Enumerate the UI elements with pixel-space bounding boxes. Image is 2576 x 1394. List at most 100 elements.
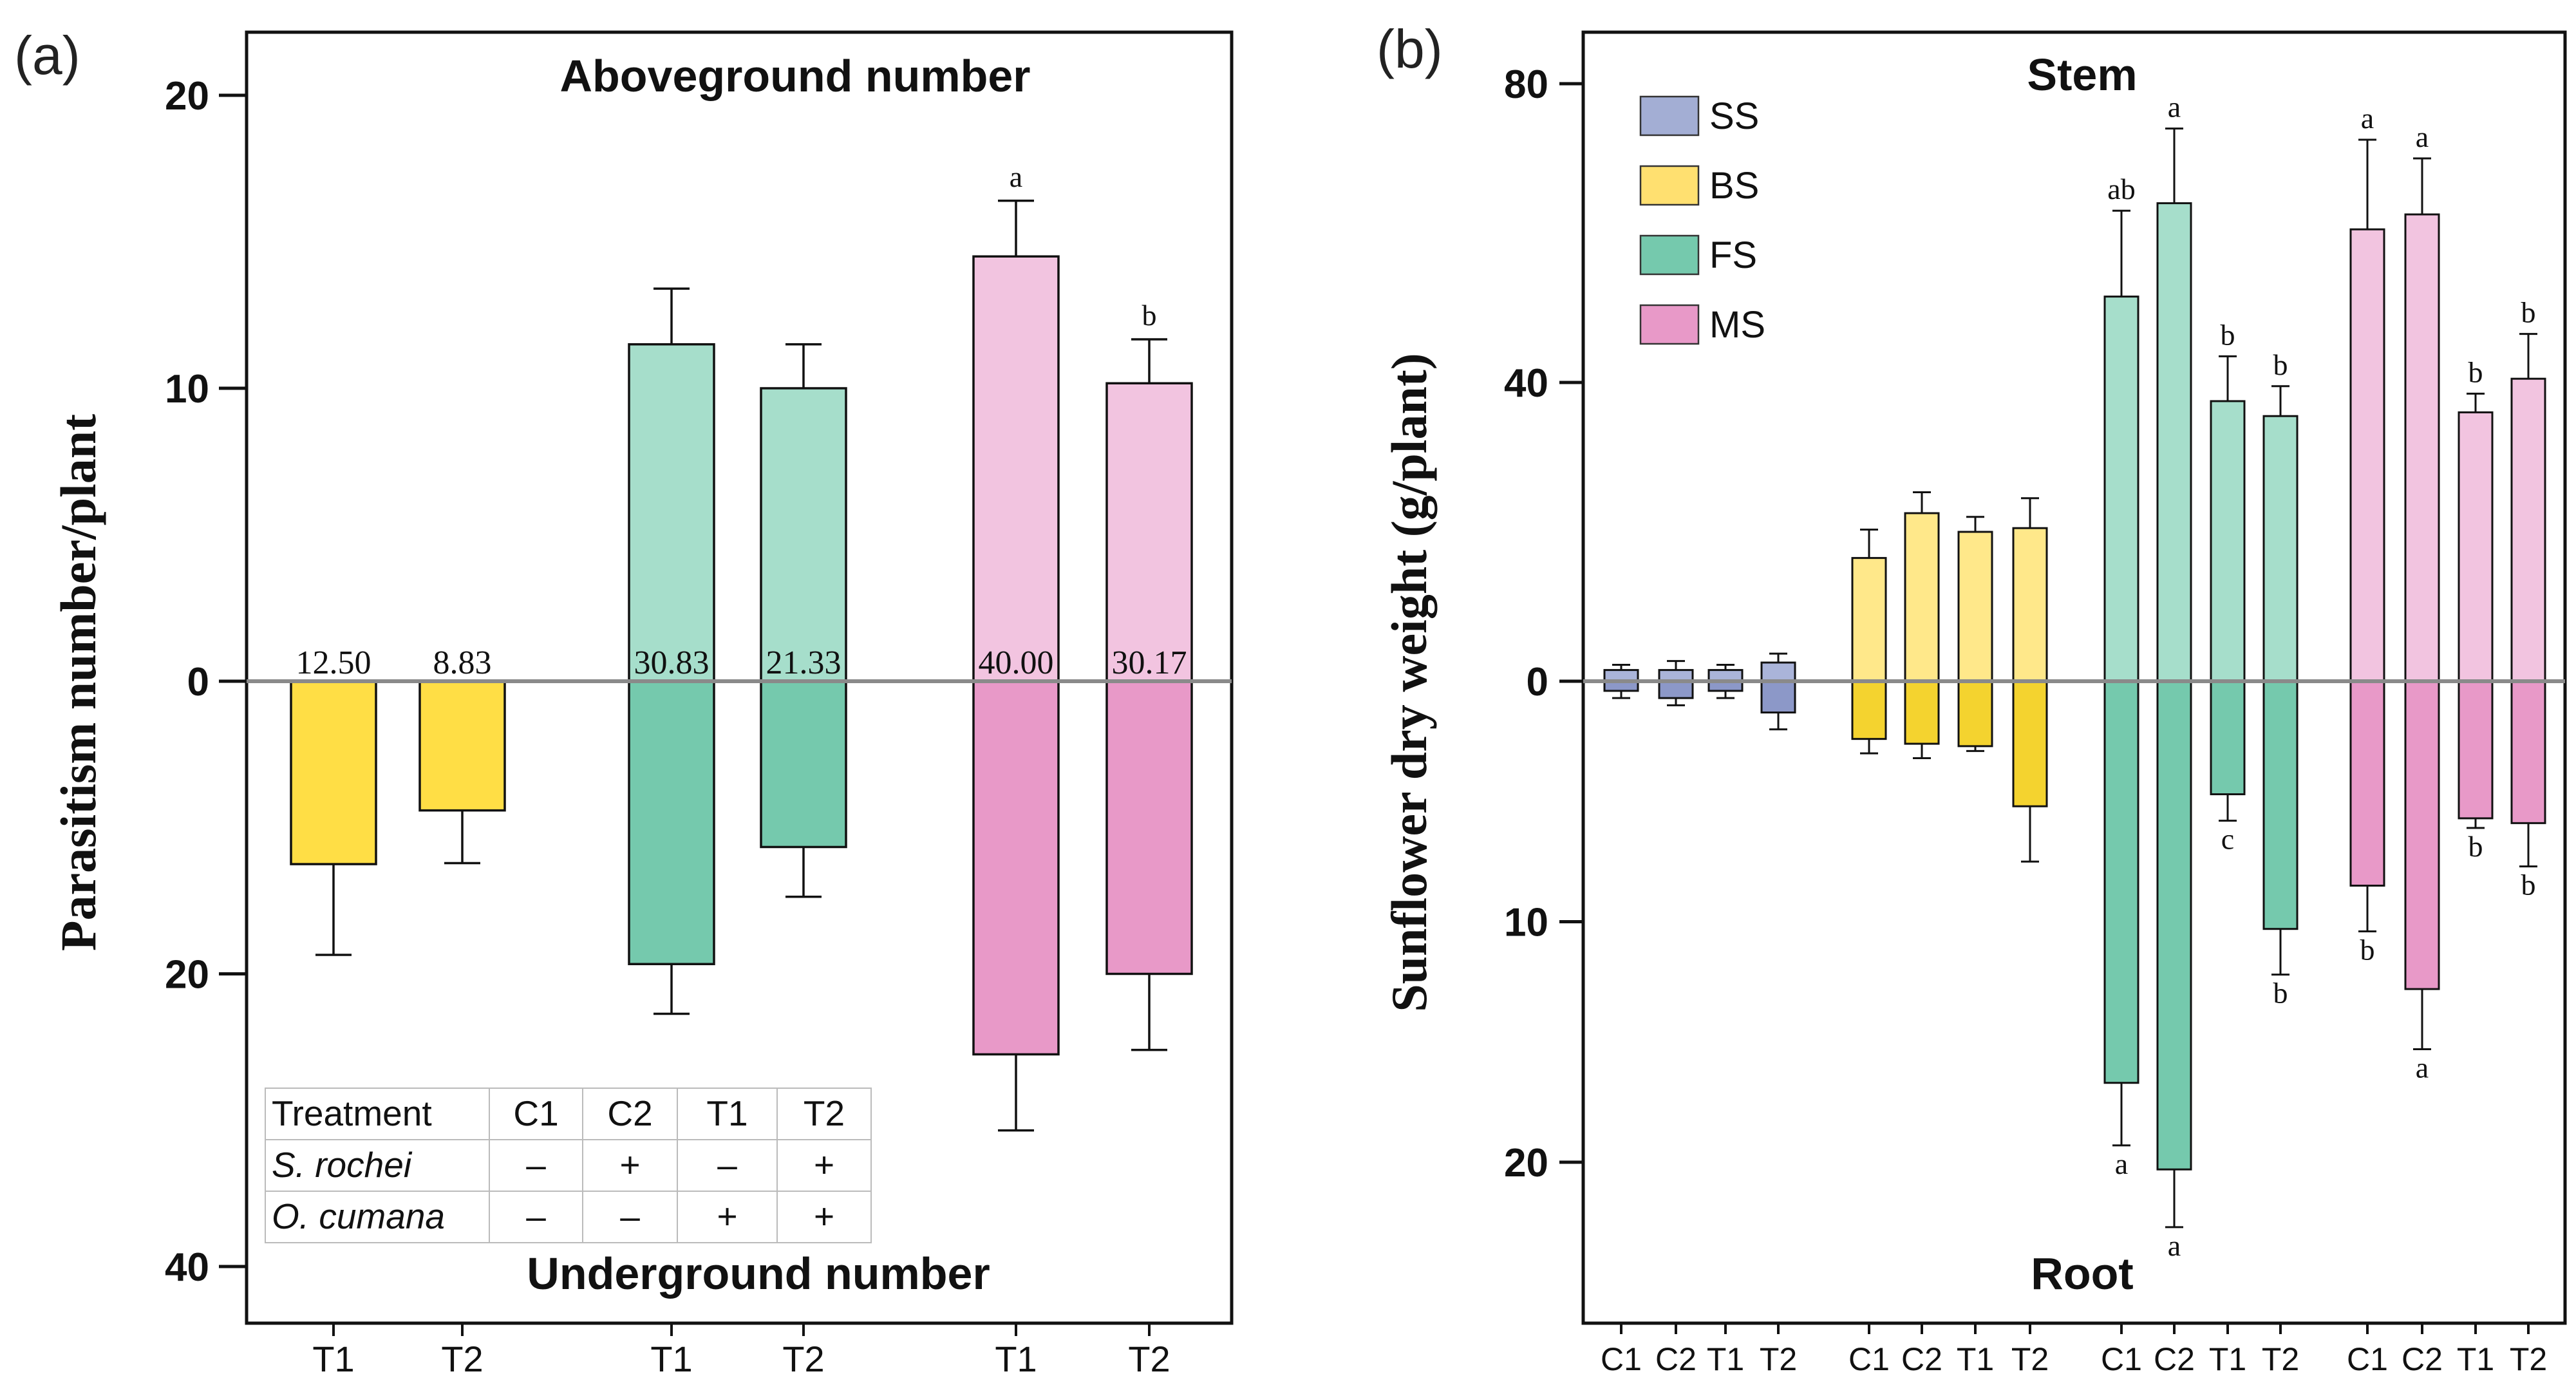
panel-b: (b) Stem Root Sunflower dry weight (g/pl… (1377, 19, 2567, 1377)
significance-letter-stem: b (2521, 296, 2536, 329)
bar-stem (2012, 527, 2048, 683)
panel-a-ytick-label: 20 (165, 953, 209, 997)
panel-b-y-axis: 80 40 0 10 20 (1504, 62, 1583, 1185)
significance-letter-stem: a (2416, 120, 2429, 153)
significance-letter: a (1010, 160, 1022, 193)
significance-letter-root: a (2115, 1147, 2128, 1180)
significance-letter-root: b (2468, 830, 2483, 863)
panel-a-label: (a) (14, 25, 80, 86)
table-cell: – (526, 1196, 546, 1236)
x-category-label: C1 (2101, 1341, 2142, 1377)
significance-letter-root: b (2360, 933, 2375, 966)
panel-a-bars: ab (290, 160, 1193, 1132)
significance-letter-root: b (2273, 977, 2288, 1010)
bar-root (1760, 680, 1796, 714)
legend-swatch (1639, 165, 1700, 206)
legend-swatch (1639, 95, 1700, 137)
x-category-label: T1 (1707, 1341, 1744, 1377)
total-label: 21.33 (766, 645, 841, 681)
table-header-cell: C2 (607, 1093, 652, 1133)
bar-stem (1957, 531, 1993, 683)
table-cell: + (814, 1145, 834, 1185)
panel-b-legend: SS BS FS MS (1639, 95, 1765, 346)
bar-root (2458, 680, 2494, 820)
table-header-cell: Treatment (272, 1093, 432, 1133)
significance-letter-stem: b (2273, 348, 2288, 381)
panel-a-title-top: Aboveground number (559, 51, 1030, 101)
bar-root (2349, 680, 2385, 887)
bar-stem (2458, 411, 2494, 683)
table-cell: – (526, 1145, 546, 1185)
panel-b-ytick-label: 20 (1504, 1141, 1548, 1185)
table-cell: – (620, 1196, 640, 1236)
panel-a-ylabel: Parasitism number/plant (50, 414, 106, 951)
bar-root (2012, 680, 2048, 807)
bar-root (1851, 680, 1887, 740)
bar-stem (1760, 661, 1796, 683)
table-cell: S. rochei (272, 1145, 413, 1185)
x-category-label: C2 (1655, 1341, 1697, 1377)
total-label: 12.50 (296, 645, 371, 681)
x-category-label: T1 (1957, 1341, 1994, 1377)
significance-letter-stem: a (2361, 102, 2374, 135)
x-category-label: T2 (1760, 1341, 1797, 1377)
significance-letter-stem: ab (2107, 173, 2135, 205)
bar-stem (2349, 228, 2385, 683)
table-cell: + (619, 1145, 640, 1185)
bar-stem (2156, 202, 2192, 683)
total-label: 40.00 (979, 645, 1054, 681)
panel-b-label: (b) (1377, 19, 1443, 79)
panel-b-ytick-label: 0 (1527, 660, 1548, 704)
panel-b-title-top: Stem (2027, 50, 2137, 100)
table-frame (265, 1088, 872, 1243)
x-category-label: T1 (312, 1339, 354, 1379)
x-category-label: T2 (782, 1339, 824, 1379)
panel-a-frame (245, 30, 1234, 1325)
bar-above (760, 387, 847, 683)
table-cell: O. cumana (272, 1196, 445, 1236)
table-cell: + (717, 1196, 737, 1236)
panel-a-data-labels: 12.50 8.83 30.83 21.33 40.00 30.17 (296, 645, 1187, 681)
x-category-label: C1 (1848, 1341, 1890, 1377)
significance-letter-root: c (2221, 823, 2234, 856)
x-category-label: T1 (650, 1339, 692, 1379)
legend-label: MS (1709, 304, 1765, 346)
panel-b-title-bottom: Root (2031, 1248, 2133, 1299)
treatment-table: Treatment C1 C2 T1 T2 S. rochei – + – + O. cumana –… (265, 1088, 872, 1243)
bar-root (2210, 680, 2246, 796)
panel-b-ytick-label: 40 (1504, 361, 1548, 406)
x-category-label: C2 (1901, 1341, 1942, 1377)
x-category-label: T2 (2011, 1341, 2049, 1377)
table-cell: + (814, 1196, 834, 1236)
bar-below (290, 680, 377, 865)
bar-root (2262, 680, 2299, 930)
bar-above (1105, 382, 1193, 683)
panel-a-title-bottom: Underground number (527, 1248, 990, 1299)
bar-stem (2103, 296, 2139, 683)
significance-letter-stem: a (2168, 91, 2181, 124)
x-category-label: T1 (995, 1339, 1037, 1379)
panel-a-ytick-label: 40 (165, 1245, 209, 1290)
bar-stem (2210, 400, 2246, 683)
bar-below (628, 680, 715, 966)
x-category-label: T2 (441, 1339, 483, 1379)
bar-root (2510, 680, 2546, 824)
panel-a-ytick-label: 0 (187, 660, 209, 704)
significance-letter-root: b (2521, 869, 2536, 901)
x-category-label: T2 (2262, 1341, 2299, 1377)
panel-a-ytick-label: 10 (165, 367, 209, 411)
x-category-label: T1 (2457, 1341, 2494, 1377)
bar-root (2404, 680, 2440, 990)
bar-stem (2262, 415, 2299, 683)
panel-b-ytick-label: 10 (1504, 901, 1548, 945)
significance-letter-root: a (2416, 1051, 2429, 1084)
x-category-label: T1 (2209, 1341, 2246, 1377)
bar-below (972, 680, 1060, 1056)
bar-below (418, 680, 506, 812)
table-cell: – (717, 1145, 737, 1185)
total-label: 30.83 (634, 645, 710, 681)
bar-stem (2510, 377, 2546, 683)
x-category-label: T2 (2510, 1341, 2547, 1377)
